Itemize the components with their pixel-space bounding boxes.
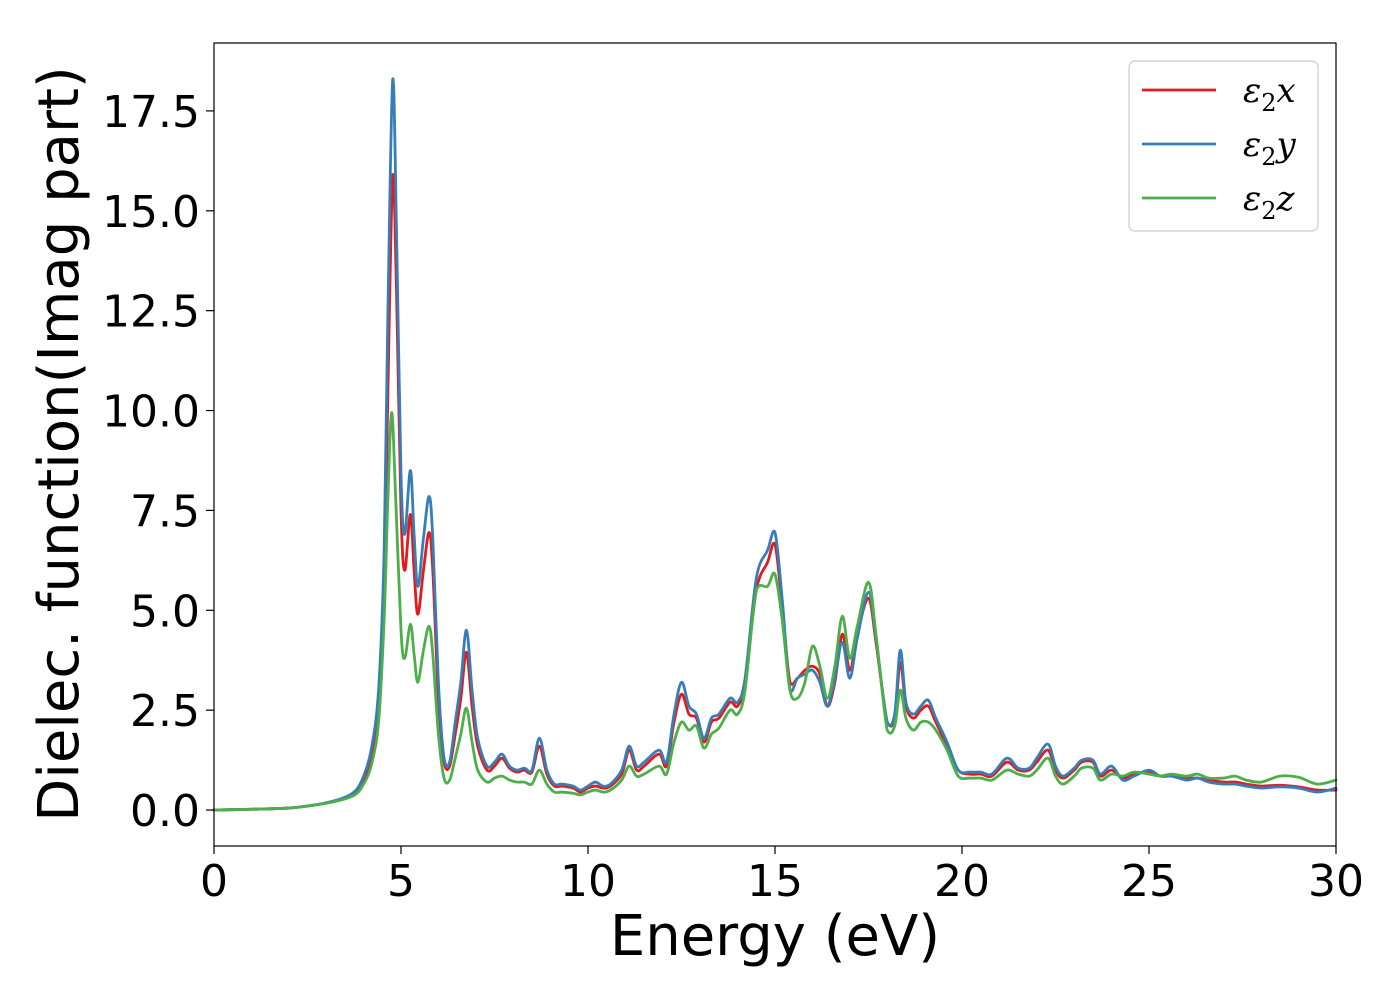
legend-epsilon: ε <box>1243 179 1261 219</box>
x-axis-label: Energy (eV) <box>610 904 940 969</box>
x-tick-label: 30 <box>1308 856 1364 907</box>
y-axis-label: Dielec. function(Imag part) <box>27 66 92 822</box>
x-tick-label: 20 <box>934 856 990 907</box>
legend-component: z <box>1276 179 1296 219</box>
legend-subscript: 2 <box>1261 89 1276 117</box>
series-line-x <box>212 173 1338 812</box>
series-line-z <box>212 411 1338 812</box>
series-layer <box>212 77 1338 812</box>
y-tick-label: 7.5 <box>130 486 200 537</box>
x-tick-label: 25 <box>1121 856 1177 907</box>
y-tick-label: 17.5 <box>102 87 200 138</box>
y-tick-label: 12.5 <box>102 287 200 338</box>
x-tick-label: 10 <box>560 856 616 907</box>
series-line-y <box>212 77 1338 812</box>
y-axis: 0.0 2.5 5.0 7.5 10.0 12.5 15.0 17.5 <box>102 87 214 837</box>
legend-subscript: 2 <box>1261 197 1276 225</box>
y-tick-label: 15.0 <box>102 187 200 238</box>
legend-label-z: ε2z <box>1243 179 1296 225</box>
legend-label-x: ε2x <box>1243 71 1296 117</box>
legend-component: y <box>1275 125 1297 165</box>
legend-label-y: ε2y <box>1243 125 1297 171</box>
y-tick-label: 0.0 <box>130 786 200 837</box>
legend-epsilon: ε <box>1243 71 1261 111</box>
y-tick-label: 5.0 <box>130 586 200 637</box>
legend-box <box>1128 60 1319 232</box>
legend-subscript: 2 <box>1261 143 1276 171</box>
y-tick-label: 10.0 <box>102 387 200 438</box>
x-tick-label: 5 <box>387 856 415 907</box>
legend-epsilon: ε <box>1243 125 1261 165</box>
x-tick-label: 15 <box>747 856 803 907</box>
x-tick-label: 0 <box>200 856 228 907</box>
x-axis: 0 5 10 15 20 25 30 <box>200 846 1364 907</box>
y-tick-label: 2.5 <box>130 686 200 737</box>
legend-component: x <box>1277 71 1296 111</box>
